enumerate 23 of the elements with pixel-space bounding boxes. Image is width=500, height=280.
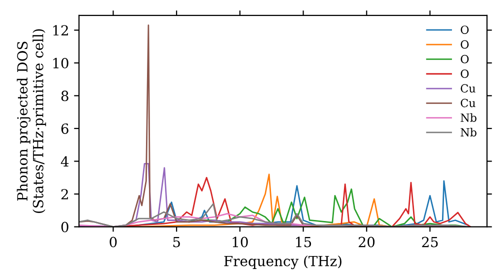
legend-label: Nb	[460, 113, 476, 122]
x-tick-label: 10	[232, 236, 248, 248]
legend-label: O	[460, 70, 469, 78]
y-tick-label: 10	[53, 58, 68, 68]
y-tick-label: 6	[61, 123, 68, 134]
x-tick-label: 20	[358, 236, 375, 248]
y-tick-label: 0	[61, 222, 68, 232]
y-tick-label: 4	[60, 156, 69, 167]
legend-label: O	[460, 54, 469, 64]
y-axis-title: Phonon projected DOS (States/THz·primitive cell)	[16, 29, 46, 213]
legend-label: O	[460, 40, 469, 49]
legend-label: Cu	[460, 98, 476, 108]
legend-label: Cu	[460, 84, 476, 93]
x-tick-label: 15	[296, 236, 312, 248]
x-tick-label: 0	[110, 236, 117, 248]
x-tick-label: 25	[422, 236, 438, 248]
legend-label: Nb	[460, 128, 476, 136]
x-axis-title: Frequency (THz)	[224, 256, 342, 270]
legend-label: O	[460, 26, 469, 34]
y-tick-label: 8	[61, 90, 68, 102]
y-tick-label: 2	[61, 188, 68, 200]
x-tick-label: 5	[173, 236, 180, 248]
y-tick-label: 12	[53, 25, 68, 36]
